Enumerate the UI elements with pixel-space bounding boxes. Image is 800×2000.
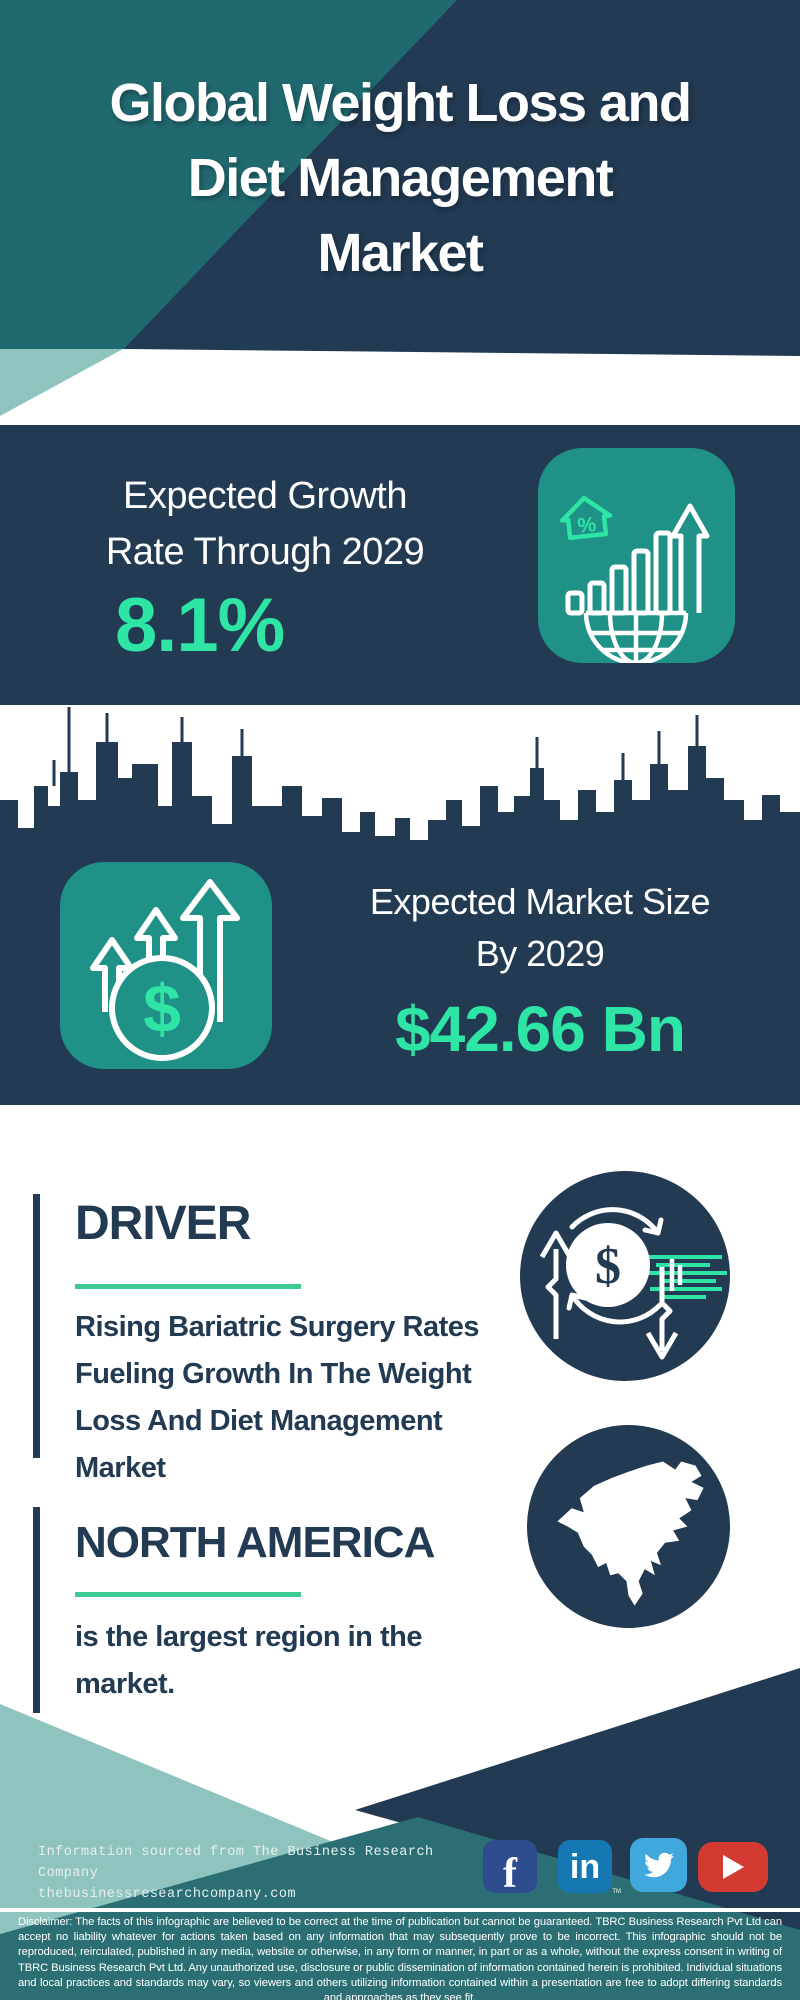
dollar-growth-arrows-icon: $ — [60, 862, 272, 1069]
page-title-line2: Diet Management — [187, 148, 614, 208]
svg-text:$: $ — [143, 971, 181, 1047]
region-accent-bar — [33, 1507, 40, 1713]
page-title-line1: Global Weight Loss and — [109, 73, 692, 133]
market-size-icon-tile: $ — [60, 862, 272, 1069]
linkedin-tm-mark: TM — [612, 1889, 621, 1895]
growth-rate-label: Expected Growth Rate Through 2029 — [40, 468, 490, 580]
page-title-line3: Market — [317, 223, 484, 283]
source-line: Information sourced from The Business Re… — [38, 1845, 434, 1881]
growth-rate-label-line2: Rate Through 2029 — [105, 531, 425, 573]
driver-icon-circle: $ — [520, 1171, 730, 1381]
north-america-map-icon — [527, 1425, 730, 1628]
source-website-link[interactable]: thebusinessresearchcompany.com — [38, 1887, 297, 1902]
linkedin-button[interactable]: in TM — [558, 1840, 621, 1895]
twitter-button[interactable] — [630, 1838, 687, 1892]
driver-accent-bar — [33, 1194, 40, 1458]
driver-description-line4: Market — [75, 1452, 166, 1484]
region-heading: NORTH AMERICA — [75, 1518, 435, 1567]
region-icon-circle — [527, 1425, 730, 1628]
driver-description-line1: Rising Bariatric Surgery Rates — [75, 1311, 480, 1343]
region-description-line1: is the largest region in the — [75, 1621, 422, 1653]
source-attribution: Information sourced from The Business Re… — [38, 1842, 498, 1905]
driver-description-line2: Fueling Growth In The Weight — [75, 1358, 472, 1390]
youtube-play-icon — [721, 1854, 745, 1880]
market-size-label: Expected Market Size By 2029 — [300, 876, 780, 980]
city-skyline-silhouette — [0, 707, 800, 845]
region-description-line2: market. — [75, 1668, 175, 1700]
region-description: is the largest region in the market. — [75, 1614, 505, 1708]
page-title: Global Weight Loss and Diet Management M… — [50, 66, 750, 291]
money-flow-icon: $ — [520, 1171, 730, 1381]
header-navy-wedge — [123, 349, 800, 356]
footer-divider-line — [0, 1908, 800, 1912]
facebook-button[interactable]: f — [483, 1840, 537, 1897]
market-size-value: $42.66 Bn — [395, 993, 686, 1065]
market-size-label-line1: Expected Market Size — [369, 881, 711, 922]
header-white-band — [0, 349, 800, 425]
driver-heading: DRIVER — [75, 1197, 251, 1250]
svg-text:$: $ — [595, 1238, 621, 1295]
twitter-icon — [641, 1850, 677, 1880]
svg-text:%: % — [576, 513, 597, 538]
growth-icon-tile: % — [538, 448, 735, 663]
driver-underline — [75, 1284, 301, 1289]
disclaimer-text: Disclaimer: The facts of this infographi… — [18, 1916, 782, 2000]
growth-rate-value: 8.1% — [115, 583, 285, 668]
linkedin-icon: in — [569, 1847, 601, 1886]
facebook-icon: f — [503, 1850, 517, 1897]
growth-rate-label-line1: Expected Growth — [123, 475, 407, 517]
driver-description: Rising Bariatric Surgery Rates Fueling G… — [75, 1304, 505, 1492]
driver-description-line3: Loss And Diet Management — [75, 1405, 443, 1437]
region-underline — [75, 1592, 301, 1597]
youtube-button[interactable] — [698, 1842, 768, 1892]
globe-growth-chart-icon: % — [538, 448, 735, 663]
market-size-block: Expected Market Size By 2029 $42.66 Bn — [300, 876, 780, 1066]
market-size-label-line2: By 2029 — [475, 933, 605, 974]
